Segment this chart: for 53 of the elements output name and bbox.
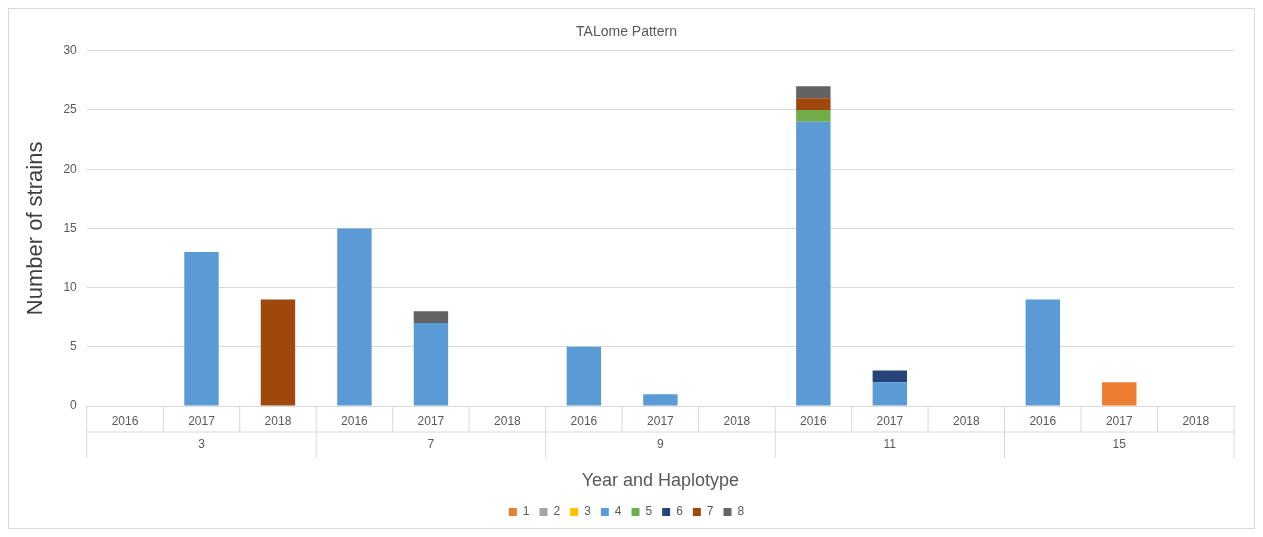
x-tick-label: 2017: [1105, 413, 1133, 428]
x-tick-label: 2018: [264, 413, 292, 428]
y-tick-label: 25: [63, 102, 78, 117]
bar: [872, 370, 908, 383]
x-tick-label: 2017: [417, 413, 445, 428]
text: 11: [883, 437, 897, 452]
x-tick-label: 2017: [647, 413, 675, 428]
y-tick-label: 30: [63, 43, 78, 58]
y-tick-label: 20: [63, 161, 78, 176]
x-axis-title: Year and Haplotype: [581, 470, 740, 491]
x-tick-label: 2016: [570, 413, 598, 428]
x-tick-label: 2018: [494, 413, 522, 428]
bar: [796, 86, 831, 99]
y-axis-title: Number of strains: [22, 141, 48, 316]
x-tick-label: 2018: [952, 413, 980, 428]
legend-label: 6: [676, 504, 684, 519]
bar: [796, 121, 831, 406]
chart-title: TALome Pattern: [576, 23, 677, 40]
bar: [413, 311, 449, 324]
bar: [184, 252, 219, 406]
bar: [872, 382, 908, 406]
bar: [413, 323, 449, 406]
x-tick-label: 2018: [1182, 413, 1210, 428]
x-tick-label: 2016: [799, 413, 828, 428]
legend-label: 4: [614, 504, 622, 519]
text: 3: [198, 437, 206, 452]
x-tick-label: 2017: [188, 413, 216, 428]
x-tick-label: 2017: [876, 413, 904, 428]
x-tick-label: 2016: [111, 413, 139, 428]
y-tick-label: 10: [63, 279, 78, 294]
legend-label: 5: [645, 504, 653, 519]
legend-label: 8: [737, 504, 745, 519]
bar: [643, 394, 678, 406]
y-tick-label: 15: [63, 220, 78, 235]
bar: [566, 346, 602, 406]
bar: [796, 98, 831, 110]
text: 7: [427, 437, 435, 452]
bar: [796, 110, 831, 122]
text: 9: [657, 437, 665, 452]
x-tick-label: 2018: [723, 413, 751, 428]
bar: [1102, 382, 1137, 406]
bar: [260, 299, 296, 406]
text: 15: [1112, 437, 1127, 452]
legend-label: 2: [553, 504, 561, 519]
legend-label: 3: [584, 504, 592, 519]
legend-label: 7: [706, 504, 714, 519]
x-tick-label: 2016: [341, 413, 369, 428]
bar: [1025, 299, 1060, 406]
bar: [337, 228, 372, 406]
y-tick-label: 0: [70, 398, 78, 413]
y-tick-label: 5: [70, 339, 78, 354]
x-tick-label: 2016: [1029, 413, 1057, 428]
legend-label: 1: [522, 504, 530, 519]
